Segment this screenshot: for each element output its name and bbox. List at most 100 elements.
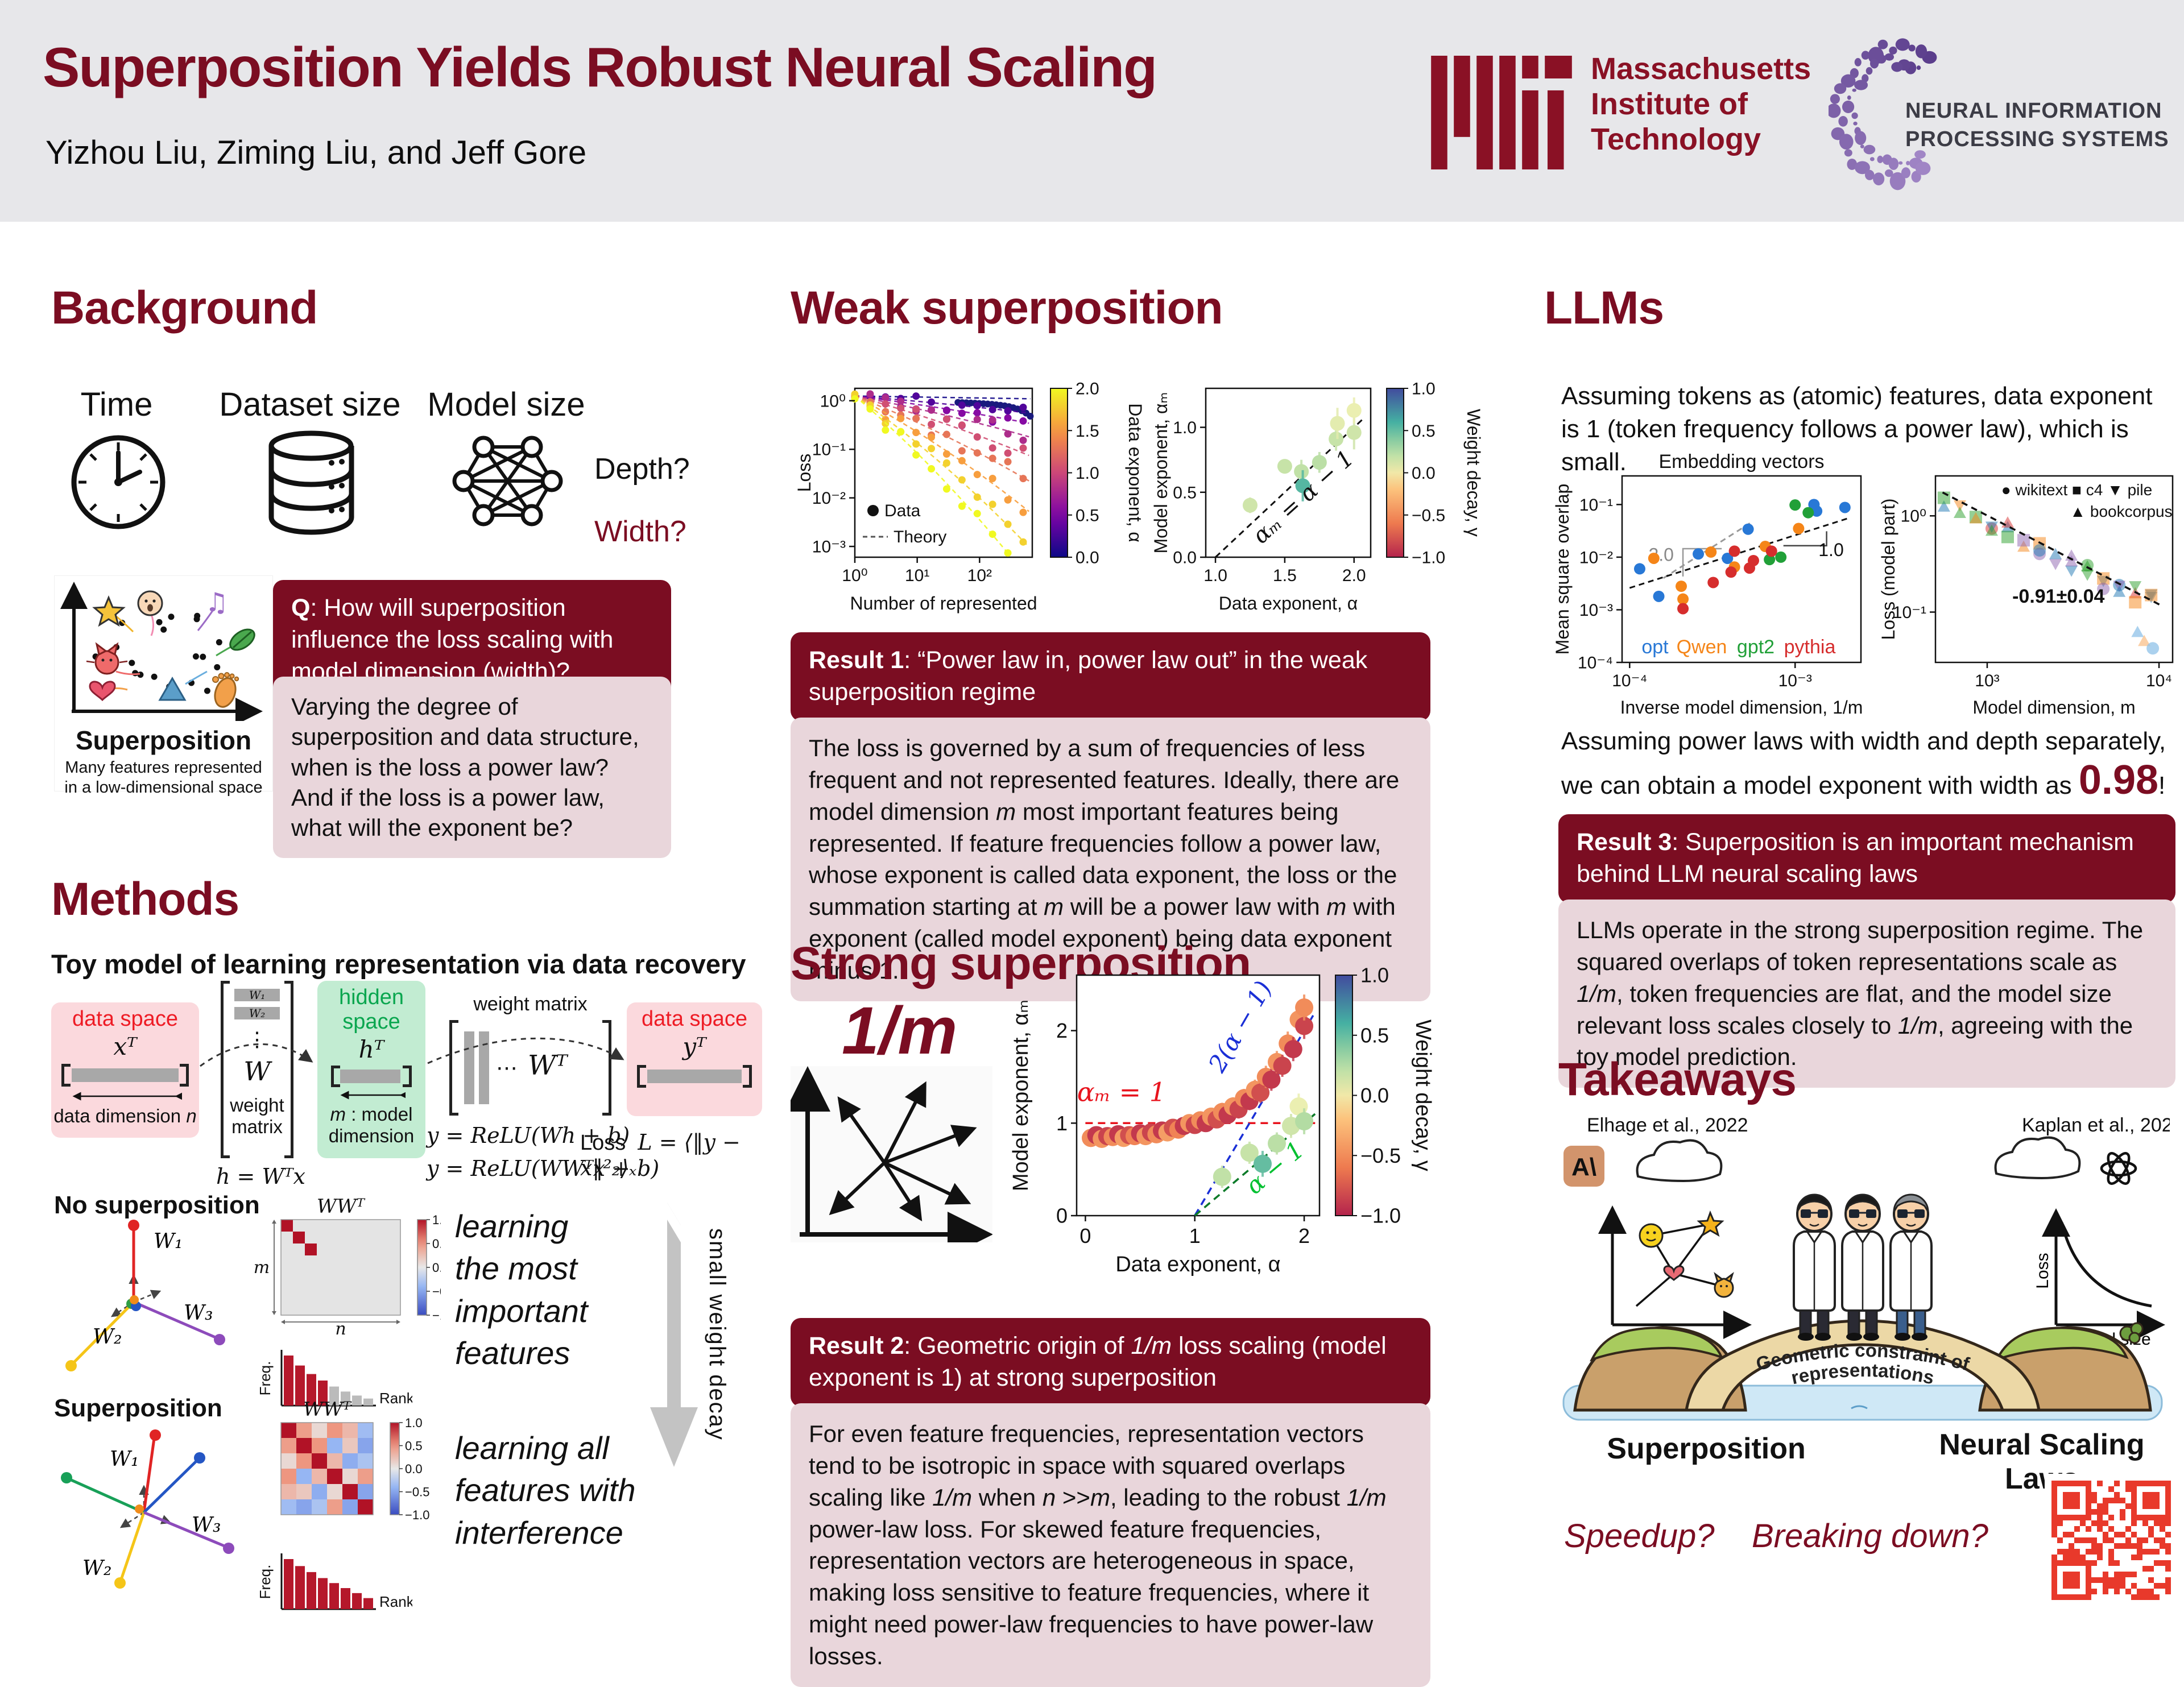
data-dimension-label: data dimension n — [53, 1105, 197, 1126]
llms-heading: LLMs — [1544, 282, 1664, 334]
svg-text:10²: 10² — [967, 566, 992, 585]
svg-text:Rank: Rank — [379, 1390, 412, 1407]
music-note-icon: ♫ — [205, 587, 228, 617]
svg-text:10¹: 10¹ — [905, 566, 929, 585]
result1-body: The loss is governed by a sum of frequen… — [791, 718, 1430, 1001]
weight-decay-arrow — [650, 1203, 698, 1467]
svg-text:Freq.: Freq. — [259, 1565, 274, 1599]
question-box-body: Varying the degree of superposition and … — [273, 677, 671, 858]
svg-text:0.0: 0.0 — [432, 1261, 441, 1275]
svg-text:10⁻³: 10⁻³ — [1778, 672, 1812, 690]
svg-text:Loss (model part): Loss (model part) — [1880, 499, 1898, 640]
svg-text:1.0: 1.0 — [405, 1416, 423, 1430]
svg-text:0.0: 0.0 — [1076, 549, 1099, 567]
svg-text:W₃: W₃ — [192, 1514, 221, 1537]
poster-authors: Yizhou Liu, Ziming Liu, and Jeff Gore — [46, 134, 587, 171]
svg-text:1.5: 1.5 — [1076, 422, 1099, 441]
methods-subheading: Toy model of learning representation via… — [51, 949, 746, 979]
svg-text:W₁: W₁ — [110, 1448, 139, 1471]
svg-text:10⁻¹: 10⁻¹ — [1579, 496, 1613, 515]
scientist-figure — [1793, 1193, 1836, 1341]
svg-text:−0.5: −0.5 — [405, 1485, 429, 1499]
svg-text:10⁻⁴: 10⁻⁴ — [1578, 654, 1613, 673]
takeaways-illustration: Elhage et al., 2022 Kaplan et al., 2020 … — [1562, 1114, 2170, 1421]
takeaways-left-label: Superposition — [1607, 1432, 1806, 1465]
data-space-label-2: data space — [642, 1007, 747, 1031]
cloud-icon-right — [1994, 1136, 2081, 1180]
qr-code — [2045, 1474, 2178, 1607]
mit-logo: Massachusetts Institute of Technology — [1430, 51, 1817, 182]
svg-text:Theory: Theory — [894, 528, 946, 546]
svg-text:10⁻³: 10⁻³ — [1579, 601, 1613, 620]
kaplan-citation: Kaplan et al., 2020 — [2022, 1114, 2170, 1136]
svg-text:2: 2 — [1298, 1224, 1310, 1247]
svg-text:Data exponent, α: Data exponent, α — [1219, 593, 1358, 614]
svg-text:10⁻²: 10⁻² — [1579, 548, 1613, 567]
weight-matrix-W: W₁ W₂ ⋮ W weight matrix — [221, 981, 293, 1158]
svg-text:gpt2: gpt2 — [1737, 636, 1774, 658]
svg-text:0.0: 0.0 — [1412, 464, 1436, 483]
svg-text:Weight decay, γ: Weight decay, γ — [1463, 409, 1484, 537]
wwt-heatmap-no-superposition: WWᵀ m n 1.0 0.5 0.0 −0.5 −1.0 — [254, 1197, 441, 1339]
llm-loss-chart: -0.91±0.04 ● wikitext ■ c4 ▼ pile ▲ bookco… — [1880, 475, 2174, 718]
svg-text:10³: 10³ — [1975, 672, 1999, 690]
svg-text:−0.5: −0.5 — [1412, 506, 1445, 525]
learning-all-features-text: learning all features with interference — [455, 1430, 636, 1551]
svg-text:W₂: W₂ — [82, 1557, 111, 1580]
svg-text:● wikitext ■ c4 ▼ pile: ● wikitext ■ c4 ▼ pile — [2001, 481, 2152, 499]
y-transpose: yᵀ — [682, 1033, 706, 1060]
svg-text:0.0: 0.0 — [1173, 549, 1197, 567]
scientist-figure — [1889, 1193, 1933, 1341]
cloud-icon-left — [1636, 1139, 1723, 1183]
loss-word: Loss — [580, 1131, 626, 1155]
elhage-citation: Elhage et al., 2022 — [1587, 1114, 1748, 1136]
hidden-space-label2: space — [342, 1010, 400, 1034]
svg-text:Model dimension, m: Model dimension, m — [1972, 697, 2135, 718]
scientists — [1793, 1193, 1933, 1341]
W-symbol: W — [243, 1056, 271, 1087]
svg-text:0.5: 0.5 — [1360, 1023, 1389, 1047]
neurips-text-line1: NEURAL INFORMATION — [1905, 99, 2162, 123]
h-transpose: hᵀ — [358, 1035, 384, 1063]
weak-heading: Weak superposition — [791, 282, 1223, 334]
triangle-icon — [158, 677, 187, 701]
hidden-space-label1: hidden — [338, 985, 404, 1009]
model-dimension-label2: dimension — [328, 1125, 415, 1146]
svg-text:Model exponent, αₘ: Model exponent, αₘ — [1010, 1000, 1033, 1191]
dim-arrow — [72, 1092, 184, 1101]
svg-text:WWᵀ: WWᵀ — [317, 1197, 366, 1218]
methods-heading: Methods — [51, 873, 239, 925]
svg-text:Embedding vectors: Embedding vectors — [1658, 452, 1824, 472]
svg-text:1.5: 1.5 — [1273, 566, 1297, 585]
background-heading: Background — [51, 282, 318, 334]
svg-text:Loss: Loss — [794, 454, 814, 492]
mit-text-line1: Massachusetts — [1591, 52, 1811, 86]
svg-text:10⁰: 10⁰ — [842, 566, 867, 585]
depth-question: Depth? — [594, 453, 690, 486]
speedup-question: Speedup? — [1564, 1518, 1715, 1555]
data-space-box-input: data space xᵀ data dimension n — [51, 1002, 199, 1138]
svg-text:−0.5: −0.5 — [1360, 1144, 1401, 1167]
feature-graph-sketch — [1598, 1205, 1752, 1339]
svg-text:0.5: 0.5 — [432, 1237, 441, 1251]
heart-icon — [89, 681, 116, 702]
svg-text:1.0: 1.0 — [1076, 464, 1099, 483]
svg-text:2.0: 2.0 — [1076, 380, 1099, 399]
svg-text:0.5: 0.5 — [1412, 422, 1436, 441]
concept-model-label: Model size — [427, 386, 585, 423]
svg-text:0: 0 — [1079, 1224, 1091, 1247]
svg-text:Data exponent, α: Data exponent, α — [1125, 403, 1145, 542]
anthropic-logo: A\ — [1563, 1146, 1604, 1187]
data-space-label: data space — [72, 1007, 178, 1031]
svg-text:Qwen: Qwen — [1677, 636, 1727, 658]
toy-model-diagram: data space xᵀ data dimension n W₁ W₂ ⋮ W… — [51, 981, 762, 1189]
cat-icon — [86, 642, 128, 675]
x-transpose: xᵀ — [113, 1033, 137, 1060]
poster-header: Superposition Yields Robust Neural Scali… — [0, 0, 2184, 222]
svg-text:Inverse model dimension, 1/m: Inverse model dimension, 1/m — [1620, 697, 1863, 718]
loss-eq: L = ⟨‖y − x‖²₂⟩ₓ — [580, 1130, 741, 1180]
svg-text:▲ bookcorpus: ▲ bookcorpus — [2070, 503, 2172, 520]
superposition-vectors: W₁ W₂ W₃ — [61, 1429, 234, 1589]
svg-text:10⁰: 10⁰ — [820, 392, 846, 411]
svg-text:αₘ = 1: αₘ = 1 — [1077, 1076, 1166, 1107]
